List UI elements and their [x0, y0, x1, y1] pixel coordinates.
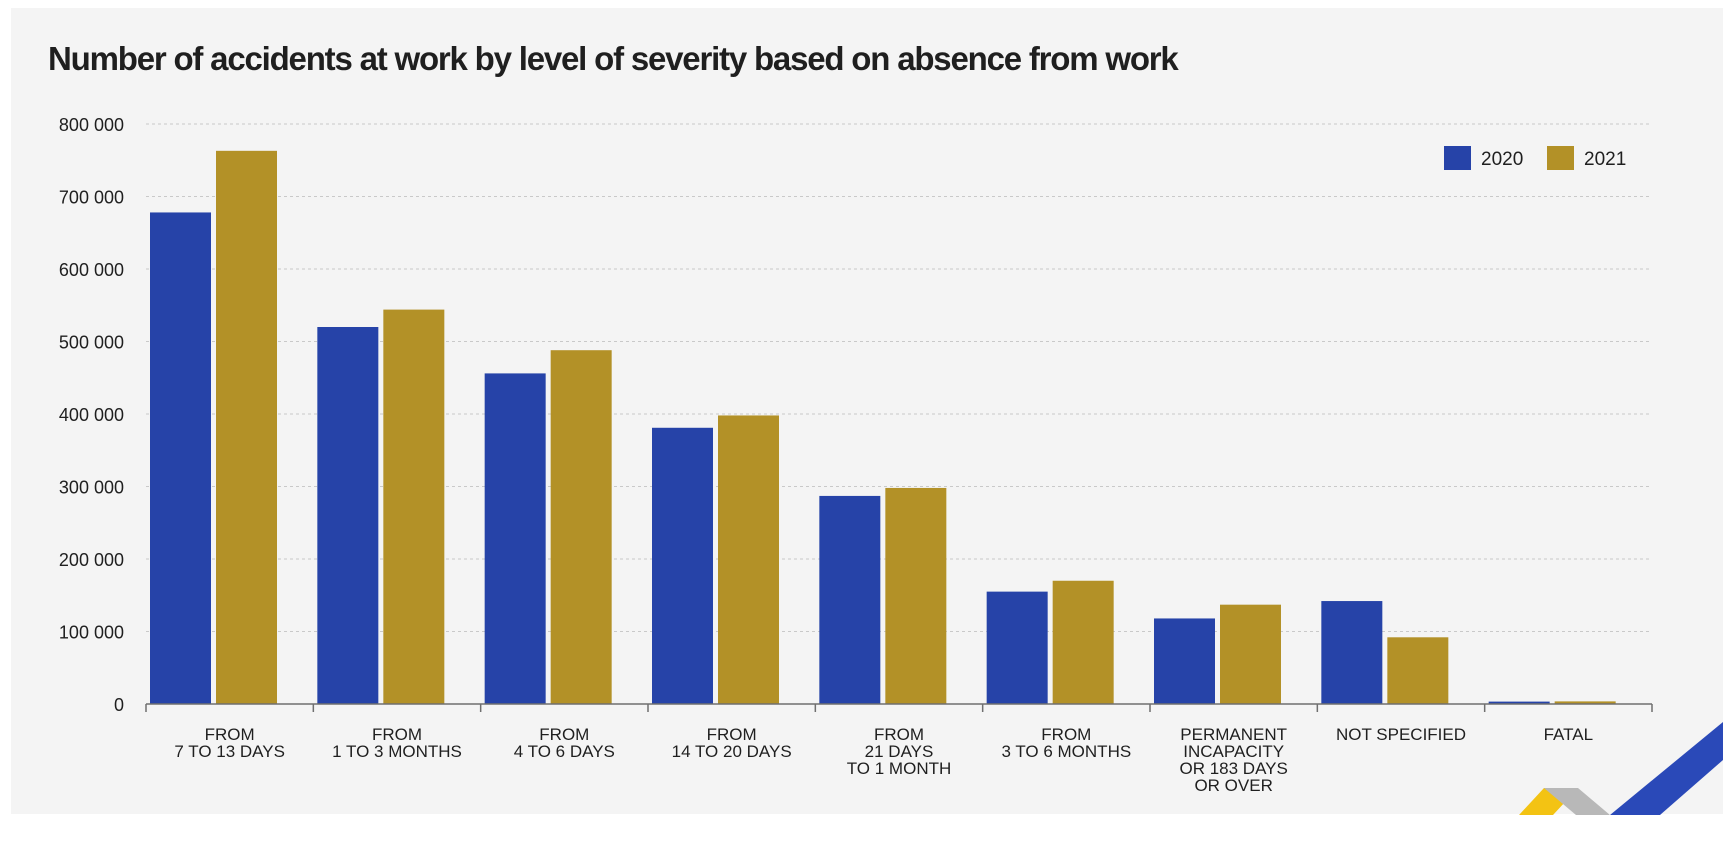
- bar-2021: [1554, 701, 1616, 704]
- bar-2021: [1052, 580, 1114, 704]
- chart-title: Number of accidents at work by level of …: [48, 40, 1179, 77]
- legend-label-2021: 2021: [1584, 149, 1626, 170]
- bar-2020: [317, 327, 379, 704]
- x-category-label: FROM 3 TO 6 MONTHS: [1001, 725, 1131, 761]
- bar-2020: [1154, 618, 1215, 704]
- x-category-label: NOT SPECIFIED: [1336, 725, 1466, 744]
- bar-2021: [550, 350, 612, 704]
- legend-label-2020: 2020: [1481, 149, 1523, 170]
- x-category-label: FATAL: [1544, 725, 1593, 744]
- y-tick-label: 0: [114, 695, 124, 715]
- bar-2021: [1387, 637, 1449, 704]
- bar-2021: [718, 415, 779, 704]
- x-category-label: FROM 4 TO 6 DAYS: [514, 725, 615, 761]
- y-tick-label: 200 000: [59, 550, 124, 570]
- logo-blue-stripe: [1610, 722, 1723, 815]
- bar-2020: [484, 373, 546, 704]
- x-category-label: FROM 7 TO 13 DAYS: [174, 725, 285, 761]
- bar-2021: [1220, 604, 1281, 704]
- bar-2020: [986, 591, 1048, 704]
- y-tick-label: 600 000: [59, 260, 124, 280]
- legend-swatch-2021: [1547, 146, 1574, 170]
- y-tick-label: 500 000: [59, 333, 124, 353]
- x-category-label: FROM 1 TO 3 MONTHS: [332, 725, 462, 761]
- x-category-label: FROM 21 DAYS TO 1 MONTH: [847, 725, 952, 778]
- bar-2020: [1321, 601, 1383, 704]
- y-tick-label: 400 000: [59, 405, 124, 425]
- y-tick-label: 300 000: [59, 478, 124, 498]
- bar-2020: [1488, 701, 1550, 704]
- bar-2020: [150, 212, 211, 704]
- legend-swatch-2020: [1444, 146, 1471, 170]
- logo-grey-stripe: [1544, 788, 1610, 815]
- bar-2021: [216, 150, 277, 704]
- y-tick-label: 700 000: [59, 188, 124, 208]
- x-category-label: FROM 14 TO 20 DAYS: [672, 725, 792, 761]
- bar-2020: [819, 495, 881, 704]
- bar-2021: [383, 309, 445, 704]
- y-tick-label: 800 000: [59, 115, 124, 135]
- bar-2020: [652, 427, 713, 704]
- y-tick-label: 100 000: [59, 623, 124, 643]
- x-category-label: PERMANENT INCAPACITY OR 183 DAYS OR OVER: [1179, 725, 1287, 795]
- bar-2021: [885, 487, 947, 704]
